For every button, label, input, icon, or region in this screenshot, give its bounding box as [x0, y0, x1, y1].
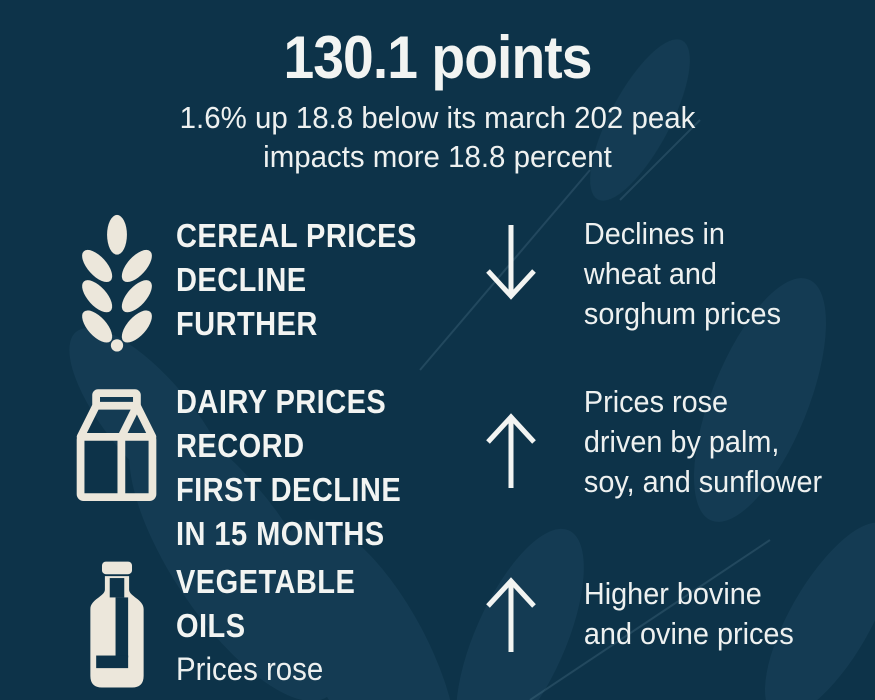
- row-heading-cell: CEREAL PRICES DECLINE FURTHER: [176, 210, 466, 346]
- page-title: 130.1 points: [283, 24, 592, 91]
- row-description: Declines in wheat and sorghum prices: [583, 216, 781, 331]
- header: 130.1 points 1.6% up 18.8 below its marc…: [0, 22, 875, 176]
- row-heading-cell: DAIRY PRICES RECORD FIRST DECLINE IN 15 …: [176, 376, 466, 556]
- row-subheading: Prices rose: [176, 651, 324, 687]
- milk-carton-icon: [58, 376, 176, 510]
- up-arrow-icon: [466, 376, 556, 490]
- rows: CEREAL PRICES DECLINE FURTHER Declines i…: [0, 210, 875, 696]
- oil-bottle-icon: [58, 556, 176, 692]
- row-description: Prices rose driven by palm, soy, and sun…: [583, 384, 823, 499]
- row-cereal-prices: CEREAL PRICES DECLINE FURTHER Declines i…: [58, 210, 875, 376]
- row-description: Higher bovine and ovine prices: [583, 576, 794, 651]
- down-arrow-icon: [466, 210, 556, 303]
- row-heading: CEREAL PRICES DECLINE FURTHER: [176, 217, 417, 342]
- row-heading: VEGETABLE OILS: [176, 563, 356, 644]
- row-heading: DAIRY PRICES RECORD FIRST DECLINE IN 15 …: [176, 383, 402, 552]
- row-heading-cell: VEGETABLE OILS Prices rose: [176, 556, 466, 690]
- row-vegetable-oils: VEGETABLE OILS Prices rose Higher bovine…: [58, 556, 875, 696]
- row-dairy-prices: DAIRY PRICES RECORD FIRST DECLINE IN 15 …: [58, 376, 875, 556]
- up-arrow-icon: [466, 556, 556, 654]
- wheat-icon: [58, 210, 176, 354]
- page-subtitle: 1.6% up 18.8 below its march 202 peak im…: [179, 100, 696, 174]
